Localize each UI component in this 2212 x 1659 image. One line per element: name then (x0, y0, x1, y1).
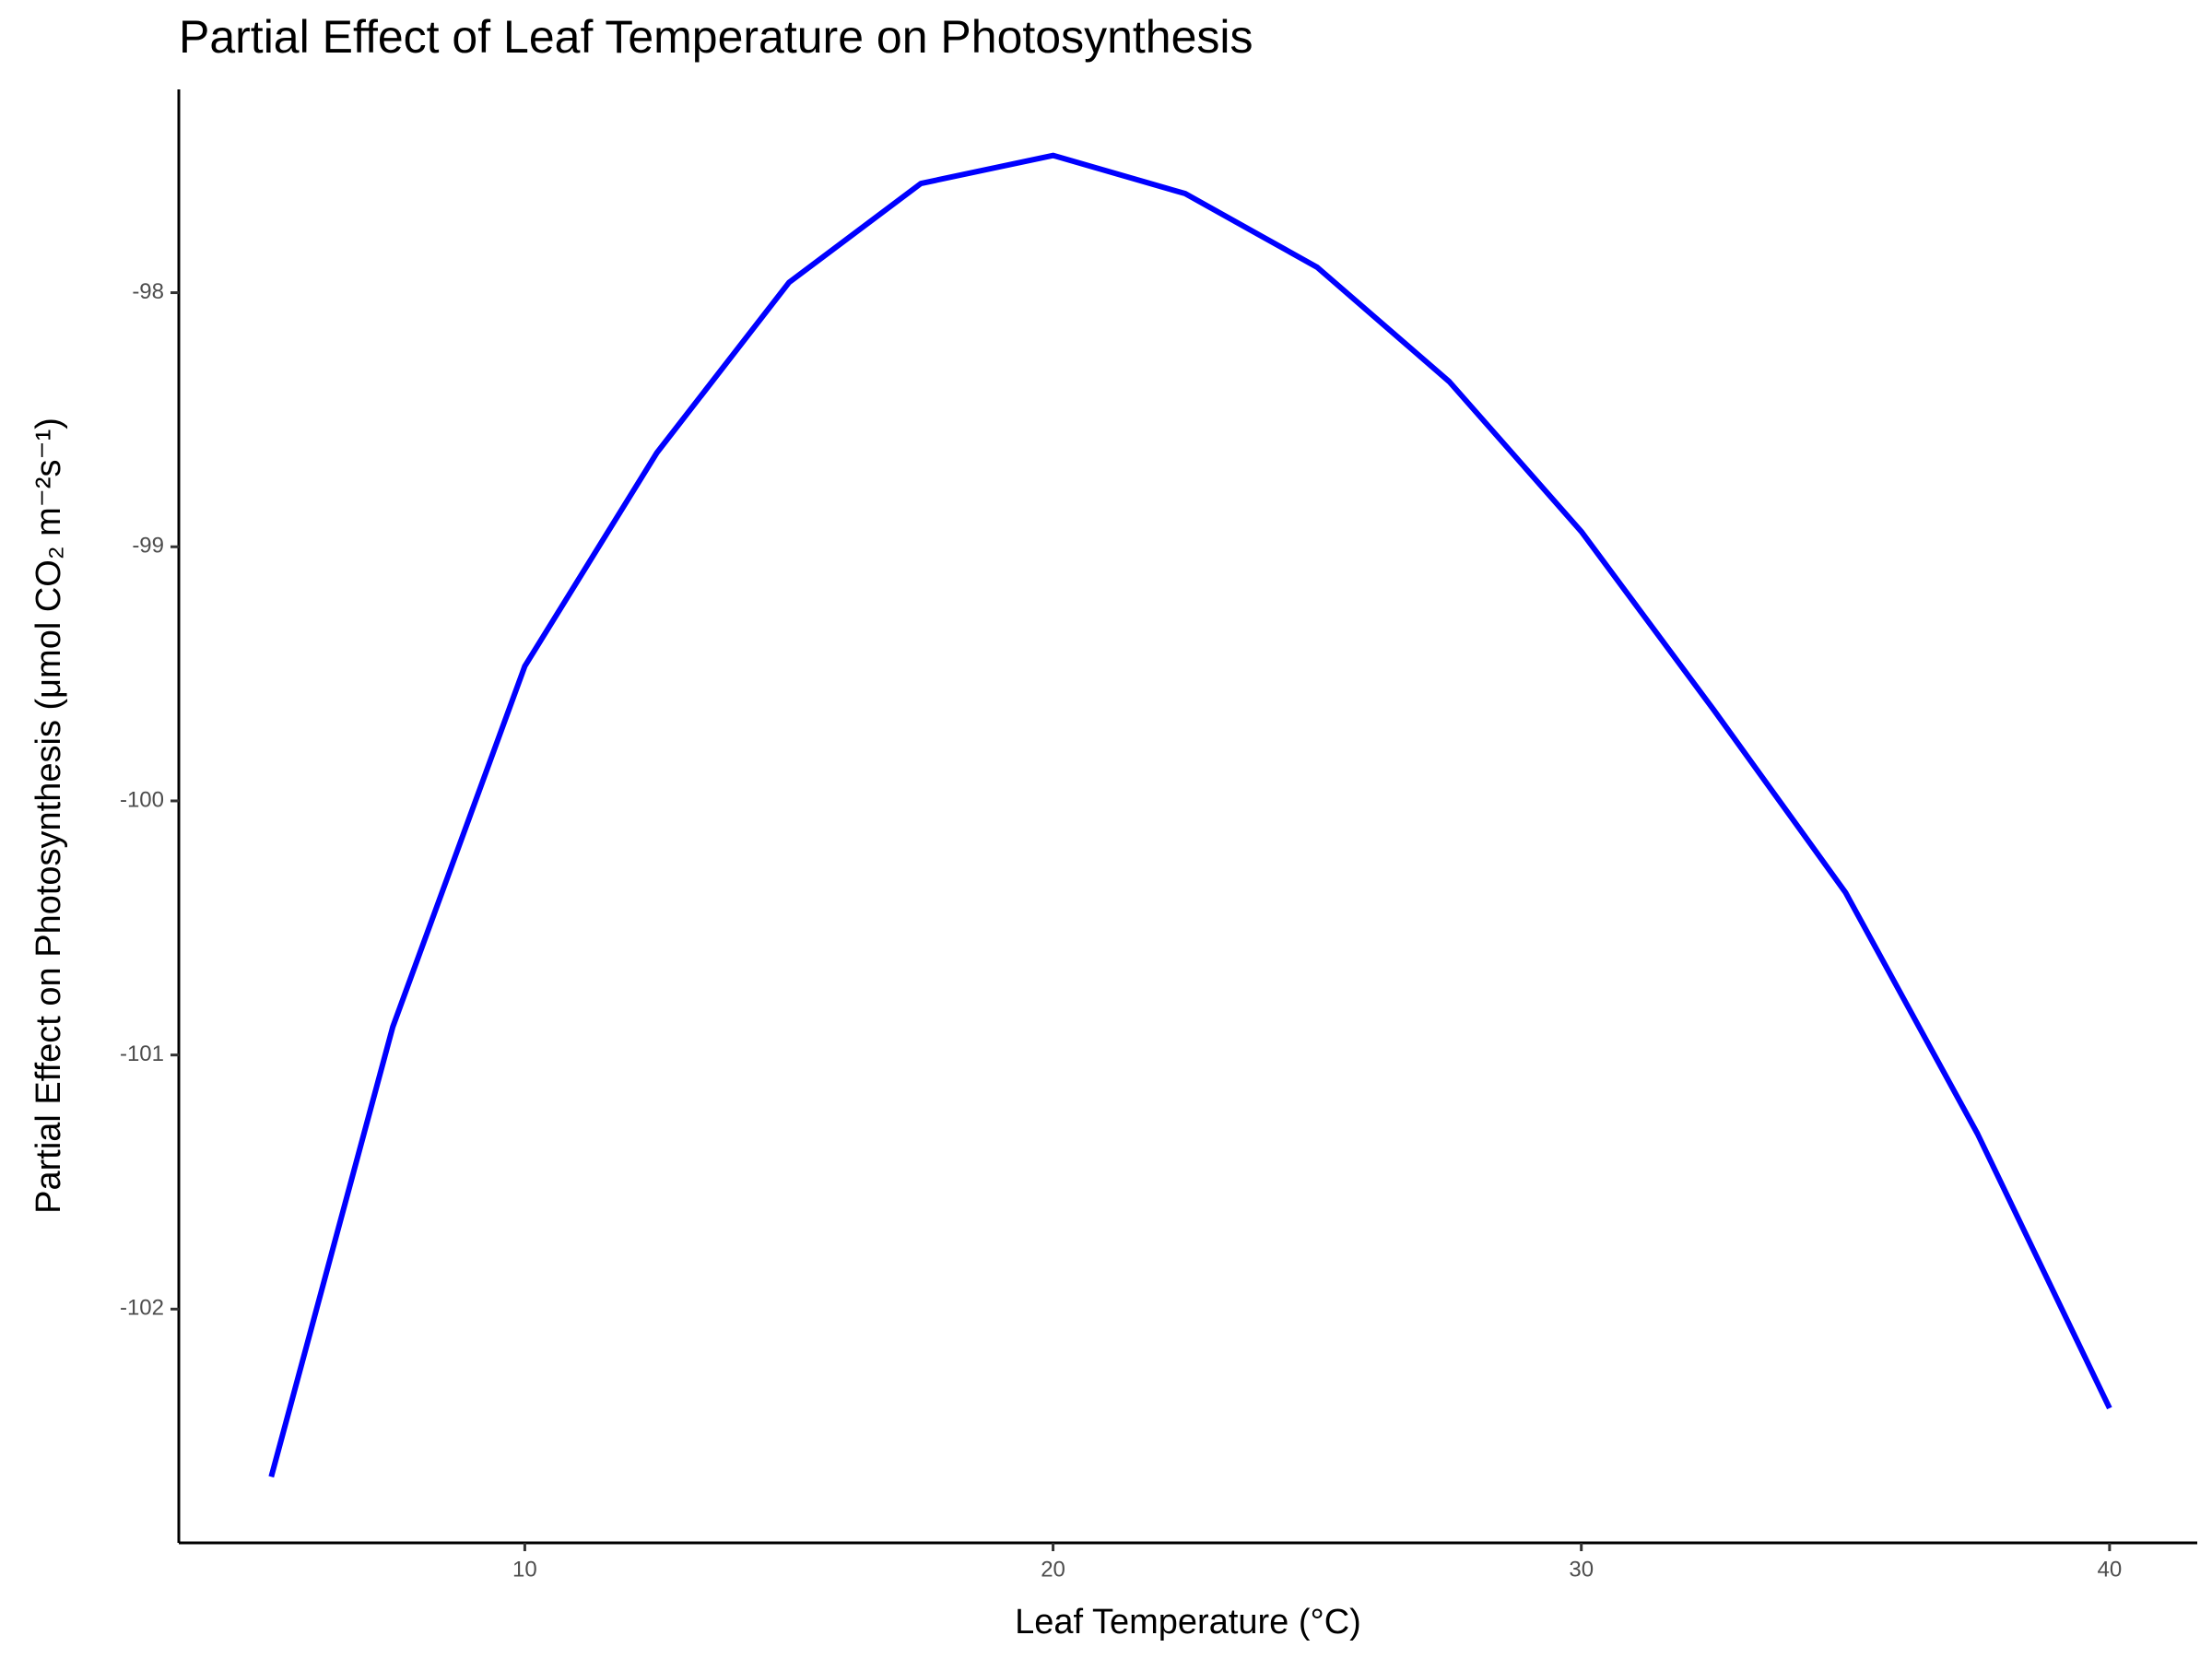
x-axis-title: Leaf Temperature (°C) (1015, 1603, 1361, 1641)
chart-title: Partial Effect of Leaf Temperature on Ph… (179, 11, 1253, 63)
x-tick-label: 10 (512, 1557, 537, 1582)
x-tick-label: 30 (1569, 1557, 1594, 1582)
y-tick-label: -99 (132, 534, 164, 559)
line-series (268, 152, 2112, 1478)
x-tick-label: 40 (2098, 1557, 2123, 1582)
y-tick-label: -102 (120, 1296, 164, 1321)
y-tick-label: -101 (120, 1041, 164, 1066)
y-tick-label: -100 (120, 787, 164, 812)
x-tick-label: 20 (1041, 1557, 1065, 1582)
y-tick-label: -98 (132, 279, 164, 304)
y-axis-title: Partial Effect on Photosynthesis (μmol C… (29, 418, 68, 1214)
